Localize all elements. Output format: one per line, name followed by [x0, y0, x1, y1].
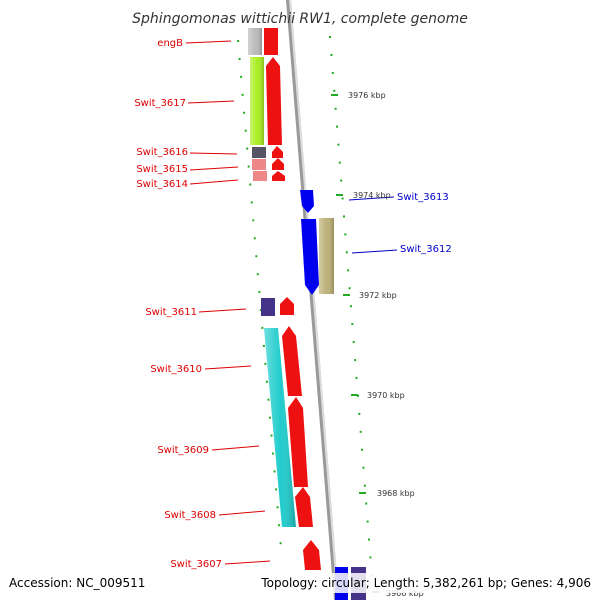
leader-swit3612 — [351, 249, 398, 254]
forward-genes — [248, 28, 285, 181]
gene-red-small-2[interactable] — [272, 158, 284, 170]
kbp-ticks: 3976 kbp 3974 kbp 3972 kbp 3970 kbp 3968… — [331, 91, 424, 598]
gene-red-small-3[interactable] — [272, 171, 285, 181]
gene-red-lower-1[interactable] — [282, 326, 302, 396]
gene-swit3617-shade — [250, 57, 264, 145]
leader-engB — [185, 40, 232, 44]
label-swit3607[interactable]: Swit_3607 — [170, 559, 222, 570]
leader-swit3608 — [218, 510, 266, 516]
leader-swit3609 — [211, 445, 260, 451]
gene-red-top[interactable] — [264, 28, 278, 55]
tick-label-3968: 3968 kbp — [377, 489, 415, 498]
backbone-highlight — [289, 0, 339, 600]
gene-swit3614[interactable] — [253, 171, 267, 181]
tick-label-3974: 3974 kbp — [353, 191, 391, 200]
label-swit3609[interactable]: Swit_3609 — [157, 445, 209, 456]
label-swit3610[interactable]: Swit_3610 — [150, 364, 202, 375]
gene-swit3610-shade — [264, 328, 296, 527]
gene-swit3612-shade — [319, 218, 334, 294]
genome-summary-text: Topology: circular; Length: 5,382,261 bp… — [260, 576, 591, 590]
tick-label-3972: 3972 kbp — [359, 291, 397, 300]
gene-red-3611b[interactable] — [280, 297, 294, 315]
gene-red-small-1[interactable] — [272, 146, 283, 158]
leader-swit3607 — [224, 560, 271, 565]
label-engB[interactable]: engB — [157, 38, 183, 49]
map-title: Sphingomonas wittichii RW1, complete gen… — [132, 11, 468, 27]
footer-bg — [0, 573, 600, 593]
gene-swit3615[interactable] — [252, 159, 266, 170]
accession-text: Accession: NC_009511 — [9, 576, 145, 590]
gene-engB-shade — [248, 28, 262, 55]
gene-red-long[interactable] — [266, 57, 282, 145]
leader-swit3611 — [198, 308, 247, 313]
gene-swit3613[interactable] — [300, 190, 314, 213]
leader-swit3617 — [187, 100, 235, 104]
forward-genes-lower — [261, 297, 321, 570]
label-swit3617[interactable]: Swit_3617 — [134, 98, 186, 109]
gene-swit3607[interactable] — [303, 540, 321, 570]
gene-swit3616[interactable] — [252, 147, 266, 158]
label-swit3611[interactable]: Swit_3611 — [145, 307, 197, 318]
label-swit3612[interactable]: Swit_3612 — [400, 244, 452, 255]
gene-red-lower-2[interactable] — [288, 397, 308, 487]
leader-swit3613 — [348, 196, 395, 201]
gene-blue-long[interactable] — [301, 219, 319, 295]
tick-label-3970: 3970 kbp — [367, 391, 405, 400]
gene-red-lower-3[interactable] — [295, 487, 313, 527]
leader-swit3615 — [189, 166, 239, 171]
backbone — [286, 0, 339, 600]
label-swit3608[interactable]: Swit_3608 — [164, 510, 216, 521]
leader-swit3614 — [189, 179, 239, 185]
label-swit3616[interactable]: Swit_3616 — [136, 147, 188, 158]
label-swit3615[interactable]: Swit_3615 — [136, 164, 188, 175]
label-swit3613[interactable]: Swit_3613 — [397, 192, 449, 203]
scale-guides — [237, 35, 373, 579]
tick-label-3976: 3976 kbp — [348, 91, 386, 100]
label-swit3614[interactable]: Swit_3614 — [136, 179, 188, 190]
leader-swit3616 — [189, 152, 238, 155]
gene-labels: engB Swit_3617 Swit_3616 Swit_3615 Swit_… — [134, 38, 451, 570]
gene-swit3611[interactable] — [261, 298, 275, 316]
leader-swit3610 — [204, 365, 252, 370]
tick-label-3966: 3966 kbp — [386, 589, 424, 598]
inner-dots — [329, 35, 373, 579]
